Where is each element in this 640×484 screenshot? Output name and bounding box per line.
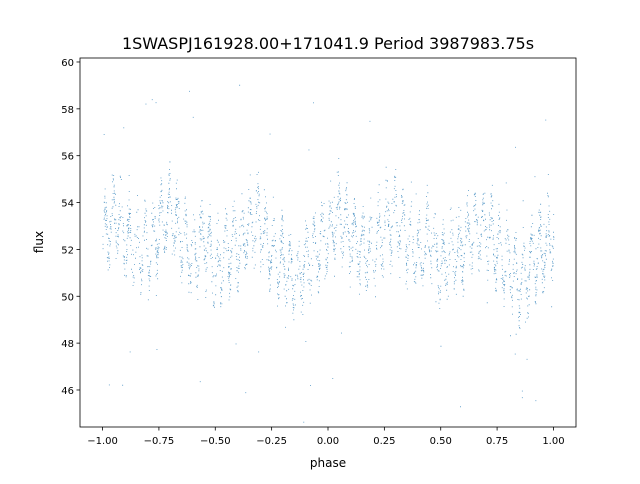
- x-tick-label: −1.00: [87, 436, 118, 447]
- y-tick-label: 52: [61, 245, 74, 256]
- x-tick-label: −0.25: [256, 436, 287, 447]
- x-axis: −1.00 −0.75 −0.50 −0.25 0.00 0.25 0.50 0.75 1.00: [87, 427, 565, 447]
- y-tick-label: 48: [61, 339, 74, 350]
- x-axis-label: phase: [310, 456, 346, 470]
- y-tick-label: 54: [61, 199, 74, 210]
- data-points: [102, 84, 555, 423]
- y-tick-label: 60: [61, 58, 74, 69]
- plot-frame: [79, 57, 577, 428]
- x-tick-label: 0.50: [430, 436, 452, 447]
- x-tick-label: 0.00: [317, 436, 339, 447]
- x-tick-label: 1.00: [542, 436, 564, 447]
- y-tick-label: 46: [61, 386, 74, 397]
- x-tick-label: −0.50: [200, 436, 231, 447]
- y-tick-label: 58: [61, 105, 74, 116]
- y-axis-label: flux: [32, 231, 46, 253]
- x-tick-label: 0.75: [486, 436, 508, 447]
- x-tick-label: −0.75: [144, 436, 175, 447]
- x-tick-label: 0.25: [373, 436, 395, 447]
- chart-title: 1SWASPJ161928.00+171041.9 Period 3987983…: [122, 34, 534, 53]
- y-tick-label: 50: [61, 292, 74, 303]
- y-tick-label: 56: [61, 152, 74, 163]
- scatter-points: [102, 84, 555, 423]
- y-axis: 46 48 50 52 54 56 58 60: [61, 58, 80, 397]
